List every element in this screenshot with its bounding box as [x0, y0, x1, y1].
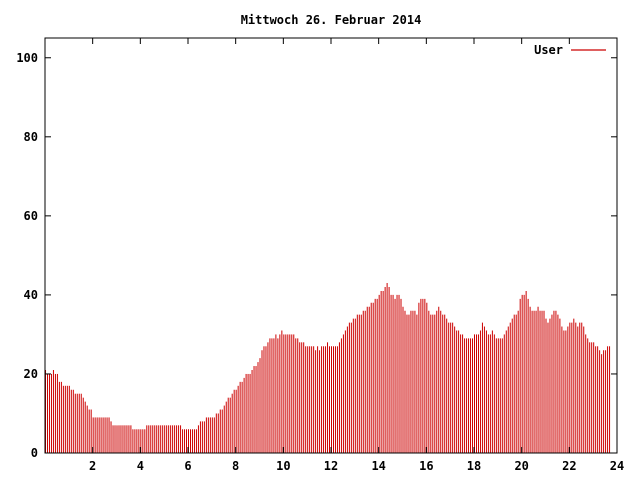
x-tick-label: 12	[324, 459, 338, 473]
x-tick-label: 24	[610, 459, 624, 473]
x-tick-label: 22	[562, 459, 576, 473]
x-tick-label: 6	[184, 459, 191, 473]
chart-title: Mittwoch 26. Februar 2014	[241, 13, 422, 27]
x-tick-label: 8	[232, 459, 239, 473]
y-axis: 0 20 40 60 80 100	[16, 51, 617, 460]
x-tick-label: 14	[371, 459, 385, 473]
x-tick-label: 10	[276, 459, 290, 473]
y-tick-label: 60	[24, 209, 38, 223]
x-tick-label: 18	[467, 459, 481, 473]
y-tick-label: 20	[24, 367, 38, 381]
x-tick-label: 16	[419, 459, 433, 473]
y-tick-label: 40	[24, 288, 38, 302]
legend: User	[534, 43, 606, 57]
x-tick-label: 2	[89, 459, 96, 473]
legend-label: User	[534, 43, 563, 57]
bars	[45, 283, 611, 453]
y-tick-label: 100	[16, 51, 38, 65]
y-tick-label: 0	[31, 446, 38, 460]
x-tick-label: 20	[514, 459, 528, 473]
x-axis: 2 4 6 8 10 12 14 16 18 20 22 24	[89, 38, 624, 473]
y-tick-label: 80	[24, 130, 38, 144]
x-tick-label: 4	[137, 459, 144, 473]
